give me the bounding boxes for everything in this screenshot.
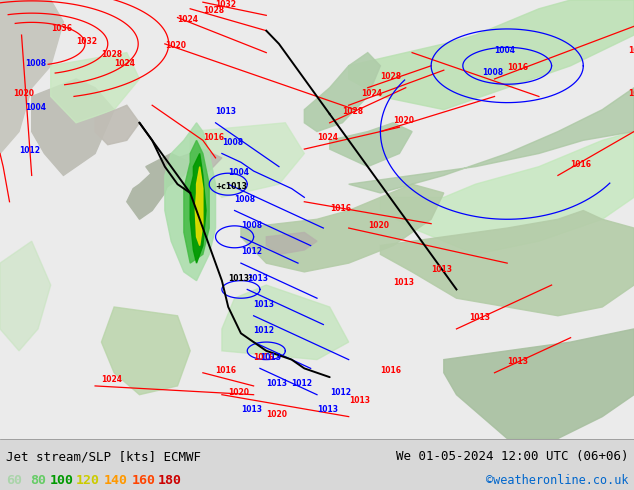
- Text: 1004: 1004: [25, 102, 46, 112]
- Text: 1020: 1020: [393, 116, 414, 125]
- Text: We 01-05-2024 12:00 UTC (06+06): We 01-05-2024 12:00 UTC (06+06): [396, 450, 628, 464]
- Text: 1024: 1024: [114, 59, 135, 68]
- Polygon shape: [0, 0, 63, 153]
- Polygon shape: [304, 52, 380, 132]
- Text: 1036: 1036: [51, 24, 72, 33]
- Text: 1016: 1016: [628, 46, 634, 54]
- Polygon shape: [146, 153, 190, 189]
- Text: 1013: 1013: [349, 396, 370, 405]
- Text: 1032: 1032: [76, 37, 97, 46]
- Text: 1004: 1004: [228, 169, 249, 177]
- Text: 1013: 1013: [241, 405, 262, 414]
- Polygon shape: [349, 0, 634, 110]
- Text: 1024: 1024: [361, 90, 382, 98]
- Polygon shape: [190, 123, 304, 197]
- Text: 1024: 1024: [317, 133, 338, 142]
- Text: ©weatheronline.co.uk: ©weatheronline.co.uk: [486, 474, 628, 487]
- Text: 1013: 1013: [254, 300, 275, 309]
- Text: 1028: 1028: [380, 72, 401, 81]
- Text: 1020: 1020: [368, 221, 389, 230]
- Text: 1013²: 1013²: [228, 274, 252, 283]
- Polygon shape: [32, 79, 114, 175]
- Polygon shape: [444, 329, 634, 439]
- Text: 1020: 1020: [228, 388, 249, 397]
- Text: 1016: 1016: [507, 63, 528, 72]
- Text: 1008: 1008: [25, 59, 46, 68]
- Text: 60: 60: [6, 474, 22, 487]
- Polygon shape: [95, 105, 139, 145]
- Text: 1013: 1013: [266, 379, 287, 388]
- Text: 1012: 1012: [241, 247, 262, 256]
- Text: 120: 120: [76, 474, 100, 487]
- Text: 1008: 1008: [482, 68, 503, 76]
- Text: 80: 80: [30, 474, 46, 487]
- Text: 1013: 1013: [431, 265, 452, 274]
- Polygon shape: [266, 232, 317, 254]
- Polygon shape: [51, 52, 139, 123]
- Text: 1008: 1008: [235, 195, 256, 204]
- Text: 1028: 1028: [203, 6, 224, 15]
- Text: 1012: 1012: [292, 379, 313, 388]
- Polygon shape: [127, 167, 171, 220]
- Polygon shape: [241, 184, 444, 272]
- Polygon shape: [190, 153, 206, 263]
- Polygon shape: [222, 285, 349, 360]
- Text: 1024: 1024: [178, 15, 198, 24]
- Text: 1020: 1020: [13, 90, 34, 98]
- Text: 1020: 1020: [165, 41, 186, 50]
- Text: 1012: 1012: [254, 326, 275, 335]
- Text: 1004: 1004: [495, 46, 515, 54]
- Text: 1016: 1016: [203, 133, 224, 142]
- Text: 180: 180: [158, 474, 182, 487]
- Text: 1016: 1016: [571, 160, 592, 169]
- Text: 160: 160: [132, 474, 156, 487]
- Text: 1020: 1020: [266, 410, 287, 418]
- Polygon shape: [101, 307, 190, 395]
- Text: 1016: 1016: [254, 353, 275, 362]
- Text: 1013: 1013: [216, 107, 236, 116]
- Polygon shape: [0, 0, 634, 439]
- Polygon shape: [330, 123, 412, 167]
- Text: 1028: 1028: [342, 107, 363, 116]
- Text: 1032: 1032: [216, 0, 236, 9]
- Polygon shape: [184, 140, 209, 263]
- Text: 1013: 1013: [317, 405, 338, 414]
- Text: 100: 100: [50, 474, 74, 487]
- Text: 140: 140: [104, 474, 128, 487]
- Text: 1013: 1013: [507, 357, 528, 366]
- Polygon shape: [0, 241, 51, 351]
- Text: 1024: 1024: [101, 374, 122, 384]
- Text: 1013: 1013: [628, 90, 634, 98]
- Text: 1013: 1013: [469, 313, 490, 322]
- Text: 1016: 1016: [330, 203, 351, 213]
- Text: 1008: 1008: [222, 138, 243, 147]
- Polygon shape: [349, 88, 634, 193]
- Text: 1013: 1013: [247, 274, 268, 283]
- Text: 1013: 1013: [393, 278, 414, 287]
- Polygon shape: [165, 123, 216, 281]
- Polygon shape: [380, 211, 634, 316]
- Text: 1012: 1012: [19, 147, 40, 155]
- Text: 1012: 1012: [330, 388, 351, 397]
- Text: 1016: 1016: [216, 366, 236, 375]
- Text: Jet stream/SLP [kts] ECMWF: Jet stream/SLP [kts] ECMWF: [6, 450, 201, 464]
- Polygon shape: [195, 167, 203, 245]
- Text: 1013: 1013: [260, 353, 281, 362]
- Text: +c1013: +c1013: [216, 182, 247, 191]
- Text: 1028: 1028: [101, 50, 122, 59]
- Polygon shape: [380, 132, 634, 254]
- Text: 1016: 1016: [380, 366, 401, 375]
- Polygon shape: [178, 149, 222, 175]
- Text: 1008: 1008: [241, 221, 262, 230]
